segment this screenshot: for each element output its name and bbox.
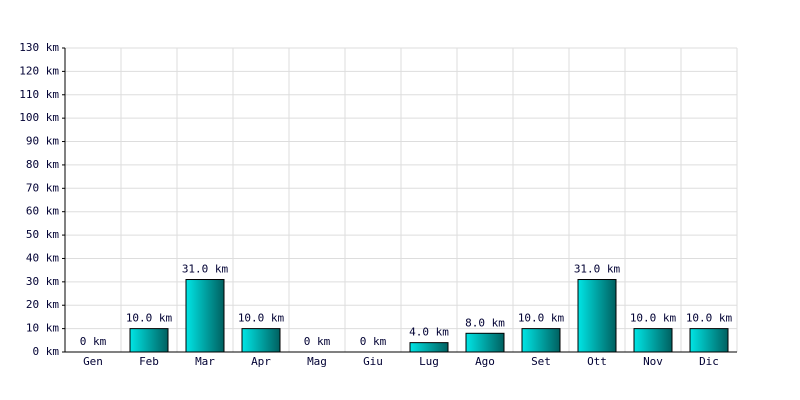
value-label: 10.0 km [126,312,173,325]
bar [577,279,617,353]
x-tick-label: Feb [139,355,159,368]
y-tick-label: 70 km [26,181,59,194]
bar [465,332,505,353]
bar [185,279,225,353]
x-tick-label: Mag [307,355,327,368]
value-label: 8.0 km [465,316,505,329]
x-tick-label: Ago [475,355,495,368]
y-tick-label: 110 km [19,88,59,101]
bar [689,328,729,353]
y-tick-label: 40 km [26,251,59,264]
x-tick-label: Set [531,355,551,368]
value-label: 10.0 km [630,312,677,325]
value-label: 10.0 km [238,312,285,325]
bar [241,328,281,353]
y-tick-label: 50 km [26,228,59,241]
value-label: 10.0 km [518,312,565,325]
x-tick-label: Ott [587,355,607,368]
bar [409,342,449,353]
x-tick-label: Lug [419,355,439,368]
x-tick-label: Apr [251,355,271,368]
y-tick-label: 60 km [26,205,59,218]
value-label: 0 km [80,335,107,348]
y-tick-label: 10 km [26,322,59,335]
value-label: 0 km [304,335,331,348]
y-tick-label: 30 km [26,275,59,288]
x-tick-label: Gen [83,355,103,368]
value-label: 4.0 km [409,326,449,339]
value-label: 0 km [360,335,387,348]
bar [521,328,561,353]
y-tick-label: 90 km [26,135,59,148]
x-tick-label: Mar [195,355,215,368]
y-tick-label: 120 km [19,64,59,77]
bar [633,328,673,353]
bar [129,328,169,353]
value-label: 10.0 km [686,312,733,325]
y-tick-label: 0 km [33,345,60,358]
y-tick-label: 20 km [26,298,59,311]
value-label: 31.0 km [574,263,621,276]
y-tick-label: 80 km [26,158,59,171]
value-label: 31.0 km [182,263,229,276]
x-tick-label: Nov [643,355,663,368]
x-tick-label: Dic [699,355,719,368]
y-tick-label: 130 km [19,41,59,54]
y-tick-label: 100 km [19,111,59,124]
x-tick-label: Giu [363,355,383,368]
